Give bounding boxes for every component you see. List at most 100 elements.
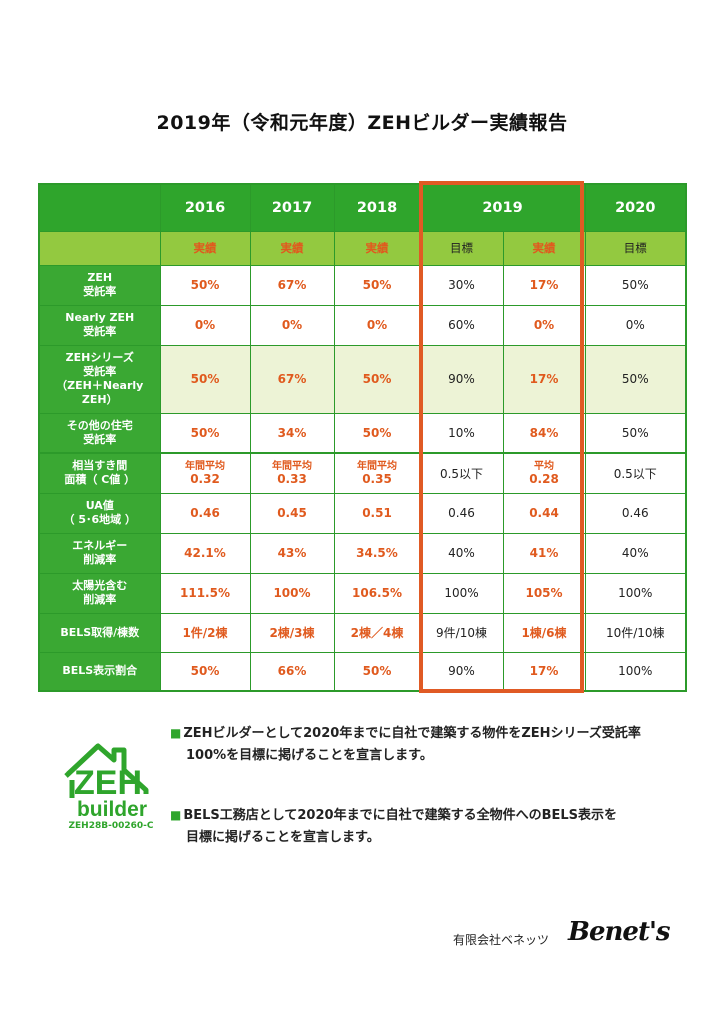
- table-row-other-housing: その他の住宅 受託率 50% 34% 50% 10% 84% 50%: [38, 412, 687, 454]
- table-cell: 111.5%: [159, 572, 251, 614]
- table-cell: 9件/10棟: [419, 612, 504, 653]
- table-cell: 2棟／4棟: [333, 612, 421, 653]
- table-cell: 34%: [249, 412, 335, 454]
- table-cell: 66%: [249, 651, 335, 692]
- subheader-2019-actual: 実績: [502, 230, 586, 266]
- company-name: 有限会社ベネッツ: [453, 933, 550, 947]
- subheader-2019-target: 目標: [419, 230, 504, 266]
- table-cell: 50%: [333, 412, 421, 454]
- table-cell: 67%: [249, 264, 335, 306]
- table-cell: 0.46: [419, 492, 504, 534]
- table-cell: 0%: [584, 304, 687, 346]
- table-cell: 0%: [249, 304, 335, 346]
- table-cell: 50%: [159, 344, 251, 414]
- year-2018: 2018: [333, 183, 421, 232]
- declaration-1-line2: 100%を目標に掲げることを宣言します。: [186, 748, 433, 763]
- row-label-line: BELS表示割合: [62, 664, 138, 678]
- table-body: ZEH 受託率 50% 67% 50% 30% 17% 50% Nearly ZEH 受託率 0% 0…: [38, 264, 687, 692]
- row-label-line: 受託率: [83, 325, 117, 338]
- table-cell: 100%: [419, 572, 504, 614]
- table-cell: 0.5以下: [419, 452, 504, 494]
- table-cell: 0.51: [333, 492, 421, 534]
- cell-line: 0.28: [529, 472, 559, 487]
- cell-line: 0.32: [190, 472, 220, 487]
- table-cell: 年間平均 0.32: [159, 452, 251, 494]
- table-cell: 40%: [584, 532, 687, 574]
- row-label-line: 削減率: [83, 553, 117, 566]
- declaration-1-line1: ZEHビルダーとして2020年までに自社で建築する物件をZEHシリーズ受託率: [183, 726, 641, 741]
- table-cell: 100%: [584, 651, 687, 692]
- table-cell: 42.1%: [159, 532, 251, 574]
- bullet-2: ■: [170, 808, 182, 822]
- cell-line: 平均: [534, 461, 554, 473]
- cell-line: 年間平均: [357, 461, 397, 473]
- row-label-line: エネルギー: [72, 539, 128, 552]
- logo-zeh-text: ZEH: [74, 764, 142, 802]
- row-label-line: （ 5･6地域 ）: [63, 513, 136, 526]
- table-cell: 90%: [419, 344, 504, 414]
- row-label-line: 面積（ C値 ）: [64, 473, 136, 487]
- logo-id: ZEH28B-00260-C: [68, 821, 154, 831]
- declaration-2-line2: 目標に掲げることを宣言します。: [186, 830, 380, 845]
- table-cell: 0%: [159, 304, 251, 346]
- year-2017: 2017: [249, 183, 335, 232]
- cell-line: 0.33: [277, 472, 307, 487]
- table-row-zeh-series: ZEHシリーズ 受託率 （ZEH＋Nearly ZEH） 50% 67% 50% 90% 17%…: [38, 344, 687, 414]
- table-cell: 1棟/6棟: [502, 612, 586, 653]
- table-cell: 平均 0.28: [502, 452, 586, 494]
- table-row-bels-count: BELS取得/棟数 1件/2棟 2棟/3棟 2棟／4棟 9件/10棟 1棟/6棟 10件/1…: [38, 612, 687, 653]
- table-cell: 60%: [419, 304, 504, 346]
- table-cell: 1件/2棟: [159, 612, 251, 653]
- table-cell: 2棟/3棟: [249, 612, 335, 653]
- row-label-line: Nearly ZEH: [65, 311, 135, 324]
- row-label-line: （ZEH＋Nearly: [56, 379, 144, 392]
- table-cell: 40%: [419, 532, 504, 574]
- row-label-line: UA値: [85, 499, 114, 512]
- table-cell: 17%: [502, 264, 586, 306]
- row-label-line: 太陽光含む: [72, 579, 128, 592]
- cell-line: 年間平均: [185, 461, 225, 473]
- row-label-line: 受託率: [83, 285, 117, 298]
- table-cell: 0.44: [502, 492, 586, 534]
- table-row-zeh: ZEH 受託率 50% 67% 50% 30% 17% 50%: [38, 264, 687, 306]
- row-label-zeh-series: ZEHシリーズ 受託率 （ZEH＋Nearly ZEH）: [38, 344, 161, 414]
- row-label-bels-ratio: BELS表示割合: [38, 651, 161, 692]
- table-cell: 100%: [249, 572, 335, 614]
- row-label-line: ZEH）: [81, 393, 118, 406]
- table-cell: 100%: [584, 572, 687, 614]
- table-cell: 43%: [249, 532, 335, 574]
- declaration-1: ■ ZEHビルダーとして2020年までに自社で建築する物件をZEHシリーズ受託率 …: [170, 722, 690, 767]
- row-label-line: ZEHシリーズ: [65, 351, 134, 364]
- logo-builder-text: builder: [77, 798, 147, 821]
- row-label-c-value: 相当すき間 面積（ C値 ）: [38, 452, 161, 494]
- table-cell: 0.45: [249, 492, 335, 534]
- row-label-other-housing: その他の住宅 受託率: [38, 412, 161, 454]
- table-cell: 17%: [502, 344, 586, 414]
- table-cell: 17%: [502, 651, 586, 692]
- subheader-2018: 実績: [333, 230, 421, 266]
- row-label-line: 受託率: [83, 365, 117, 378]
- table-cell: 年間平均 0.33: [249, 452, 335, 494]
- subheader-2020: 目標: [584, 230, 687, 266]
- row-label-bels-count: BELS取得/棟数: [38, 612, 161, 653]
- subheader-corner: [38, 230, 161, 266]
- table-cell: 50%: [584, 344, 687, 414]
- table-cell: 年間平均 0.35: [333, 452, 421, 494]
- row-label-line: 削減率: [83, 593, 117, 606]
- subheader-2016: 実績: [159, 230, 251, 266]
- table-row-energy-reduction: エネルギー 削減率 42.1% 43% 34.5% 40% 41% 40%: [38, 532, 687, 574]
- brand-logo: Benet's: [568, 917, 671, 947]
- zeh-builder-logo: ZEH builder: [64, 743, 149, 821]
- row-label-line: ZEH: [87, 271, 113, 284]
- table-cell: 50%: [333, 264, 421, 306]
- table-row-nearly-zeh: Nearly ZEH 受託率 0% 0% 0% 60% 0% 0%: [38, 304, 687, 346]
- table-cell: 50%: [333, 344, 421, 414]
- table-cell: 50%: [159, 264, 251, 306]
- table-cell: 41%: [502, 532, 586, 574]
- row-label-solar-reduction: 太陽光含む 削減率: [38, 572, 161, 614]
- row-label-nearly-zeh: Nearly ZEH 受託率: [38, 304, 161, 346]
- table-row-c-value: 相当すき間 面積（ C値 ）年間平均 0.32 年間平均 0.33 年間平均 0.35 0.5…: [38, 452, 687, 494]
- table-row-ua-value: UA値（ 5･6地域 ） 0.46 0.45 0.51 0.46 0.44 0.46: [38, 492, 687, 534]
- table-cell: 0%: [333, 304, 421, 346]
- row-label-zeh: ZEH 受託率: [38, 264, 161, 306]
